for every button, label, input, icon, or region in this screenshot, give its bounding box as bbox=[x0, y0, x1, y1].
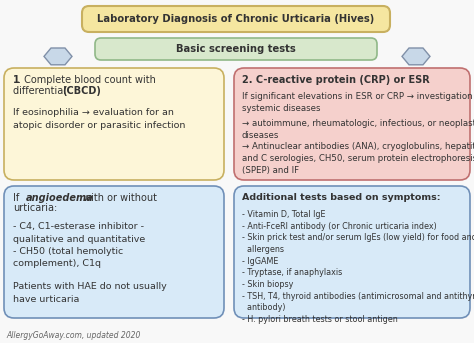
Text: urticaria:: urticaria: bbox=[13, 203, 57, 213]
Text: Additional tests based on symptoms:: Additional tests based on symptoms: bbox=[242, 193, 440, 202]
Text: AllergyGoAway.com, updated 2020: AllergyGoAway.com, updated 2020 bbox=[6, 331, 140, 341]
Text: - Vitamin D, Total IgE
- Anti-FceRI antibody (or Chronic urticaria index)
- Skin: - Vitamin D, Total IgE - Anti-FceRI anti… bbox=[242, 210, 474, 324]
FancyBboxPatch shape bbox=[234, 68, 470, 180]
Text: Basic screening tests: Basic screening tests bbox=[176, 45, 296, 55]
Text: Patients with HAE do not usually
have urticaria: Patients with HAE do not usually have ur… bbox=[13, 282, 167, 304]
Text: . Complete blood count with: . Complete blood count with bbox=[18, 75, 156, 85]
Text: differential: differential bbox=[13, 86, 69, 96]
Polygon shape bbox=[44, 48, 72, 65]
Text: angioedema: angioedema bbox=[26, 193, 94, 203]
Text: with or without: with or without bbox=[80, 193, 157, 203]
FancyBboxPatch shape bbox=[4, 186, 224, 318]
Text: - C4, C1-esterase inhibitor -
qualitative and quantitative
- CH50 (total hemolyt: - C4, C1-esterase inhibitor - qualitativ… bbox=[13, 222, 145, 269]
Text: If significant elevations in ESR or CRP → investigation for
systemic diseases: If significant elevations in ESR or CRP … bbox=[242, 92, 474, 113]
Text: → Antinuclear antibodies (ANA), cryoglobulins, hepatitis B
and C serologies, CH5: → Antinuclear antibodies (ANA), cryoglob… bbox=[242, 142, 474, 175]
Polygon shape bbox=[402, 48, 430, 65]
FancyBboxPatch shape bbox=[82, 6, 390, 32]
Text: If: If bbox=[13, 193, 22, 203]
FancyBboxPatch shape bbox=[4, 68, 224, 180]
Text: Laboratory Diagnosis of Chronic Urticaria (Hives): Laboratory Diagnosis of Chronic Urticari… bbox=[97, 14, 374, 24]
FancyBboxPatch shape bbox=[95, 38, 377, 60]
Text: (CBCD): (CBCD) bbox=[62, 86, 101, 96]
FancyBboxPatch shape bbox=[234, 186, 470, 318]
Text: 1: 1 bbox=[13, 75, 20, 85]
Text: 2. C-reactive protein (CRP) or ESR: 2. C-reactive protein (CRP) or ESR bbox=[242, 75, 430, 85]
Text: → autoimmune, rheumatologic, infectious, or neoplastic
diseases: → autoimmune, rheumatologic, infectious,… bbox=[242, 119, 474, 140]
Text: If eosinophilia → evaluation for an
atopic disorder or parasitic infection: If eosinophilia → evaluation for an atop… bbox=[13, 108, 185, 130]
